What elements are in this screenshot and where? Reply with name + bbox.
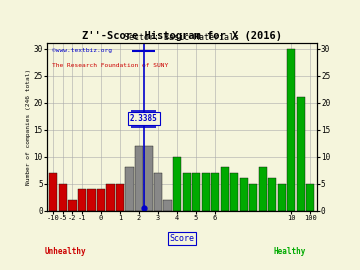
Bar: [87, 189, 95, 211]
Bar: [230, 173, 238, 211]
Bar: [68, 200, 77, 211]
Bar: [211, 173, 219, 211]
Bar: [59, 184, 67, 211]
Bar: [192, 173, 200, 211]
Y-axis label: Number of companies (246 total): Number of companies (246 total): [26, 69, 31, 185]
Bar: [163, 200, 172, 211]
Bar: [278, 184, 286, 211]
Bar: [221, 167, 229, 211]
Bar: [154, 173, 162, 211]
Bar: [107, 184, 114, 211]
Text: The Research Foundation of SUNY: The Research Foundation of SUNY: [52, 63, 168, 68]
Bar: [306, 184, 314, 211]
Title: Z''-Score Histogram for X (2016): Z''-Score Histogram for X (2016): [82, 31, 282, 41]
Bar: [239, 178, 248, 211]
Bar: [287, 49, 295, 211]
Text: Score: Score: [169, 234, 194, 243]
Bar: [116, 184, 124, 211]
Text: 2.3385: 2.3385: [130, 114, 158, 123]
Text: Sector: Basic Materials: Sector: Basic Materials: [124, 32, 239, 42]
Bar: [126, 167, 134, 211]
Bar: [135, 146, 143, 211]
Bar: [183, 173, 190, 211]
Bar: [97, 189, 105, 211]
Text: Unhealthy: Unhealthy: [45, 247, 86, 256]
Bar: [78, 189, 86, 211]
Bar: [173, 157, 181, 211]
Text: ©www.textbiz.org: ©www.textbiz.org: [52, 48, 112, 53]
Bar: [202, 173, 210, 211]
Bar: [297, 97, 305, 211]
Bar: [268, 178, 276, 211]
Bar: [144, 146, 153, 211]
Bar: [258, 167, 267, 211]
Text: Healthy: Healthy: [274, 247, 306, 256]
Bar: [249, 184, 257, 211]
Bar: [49, 173, 58, 211]
